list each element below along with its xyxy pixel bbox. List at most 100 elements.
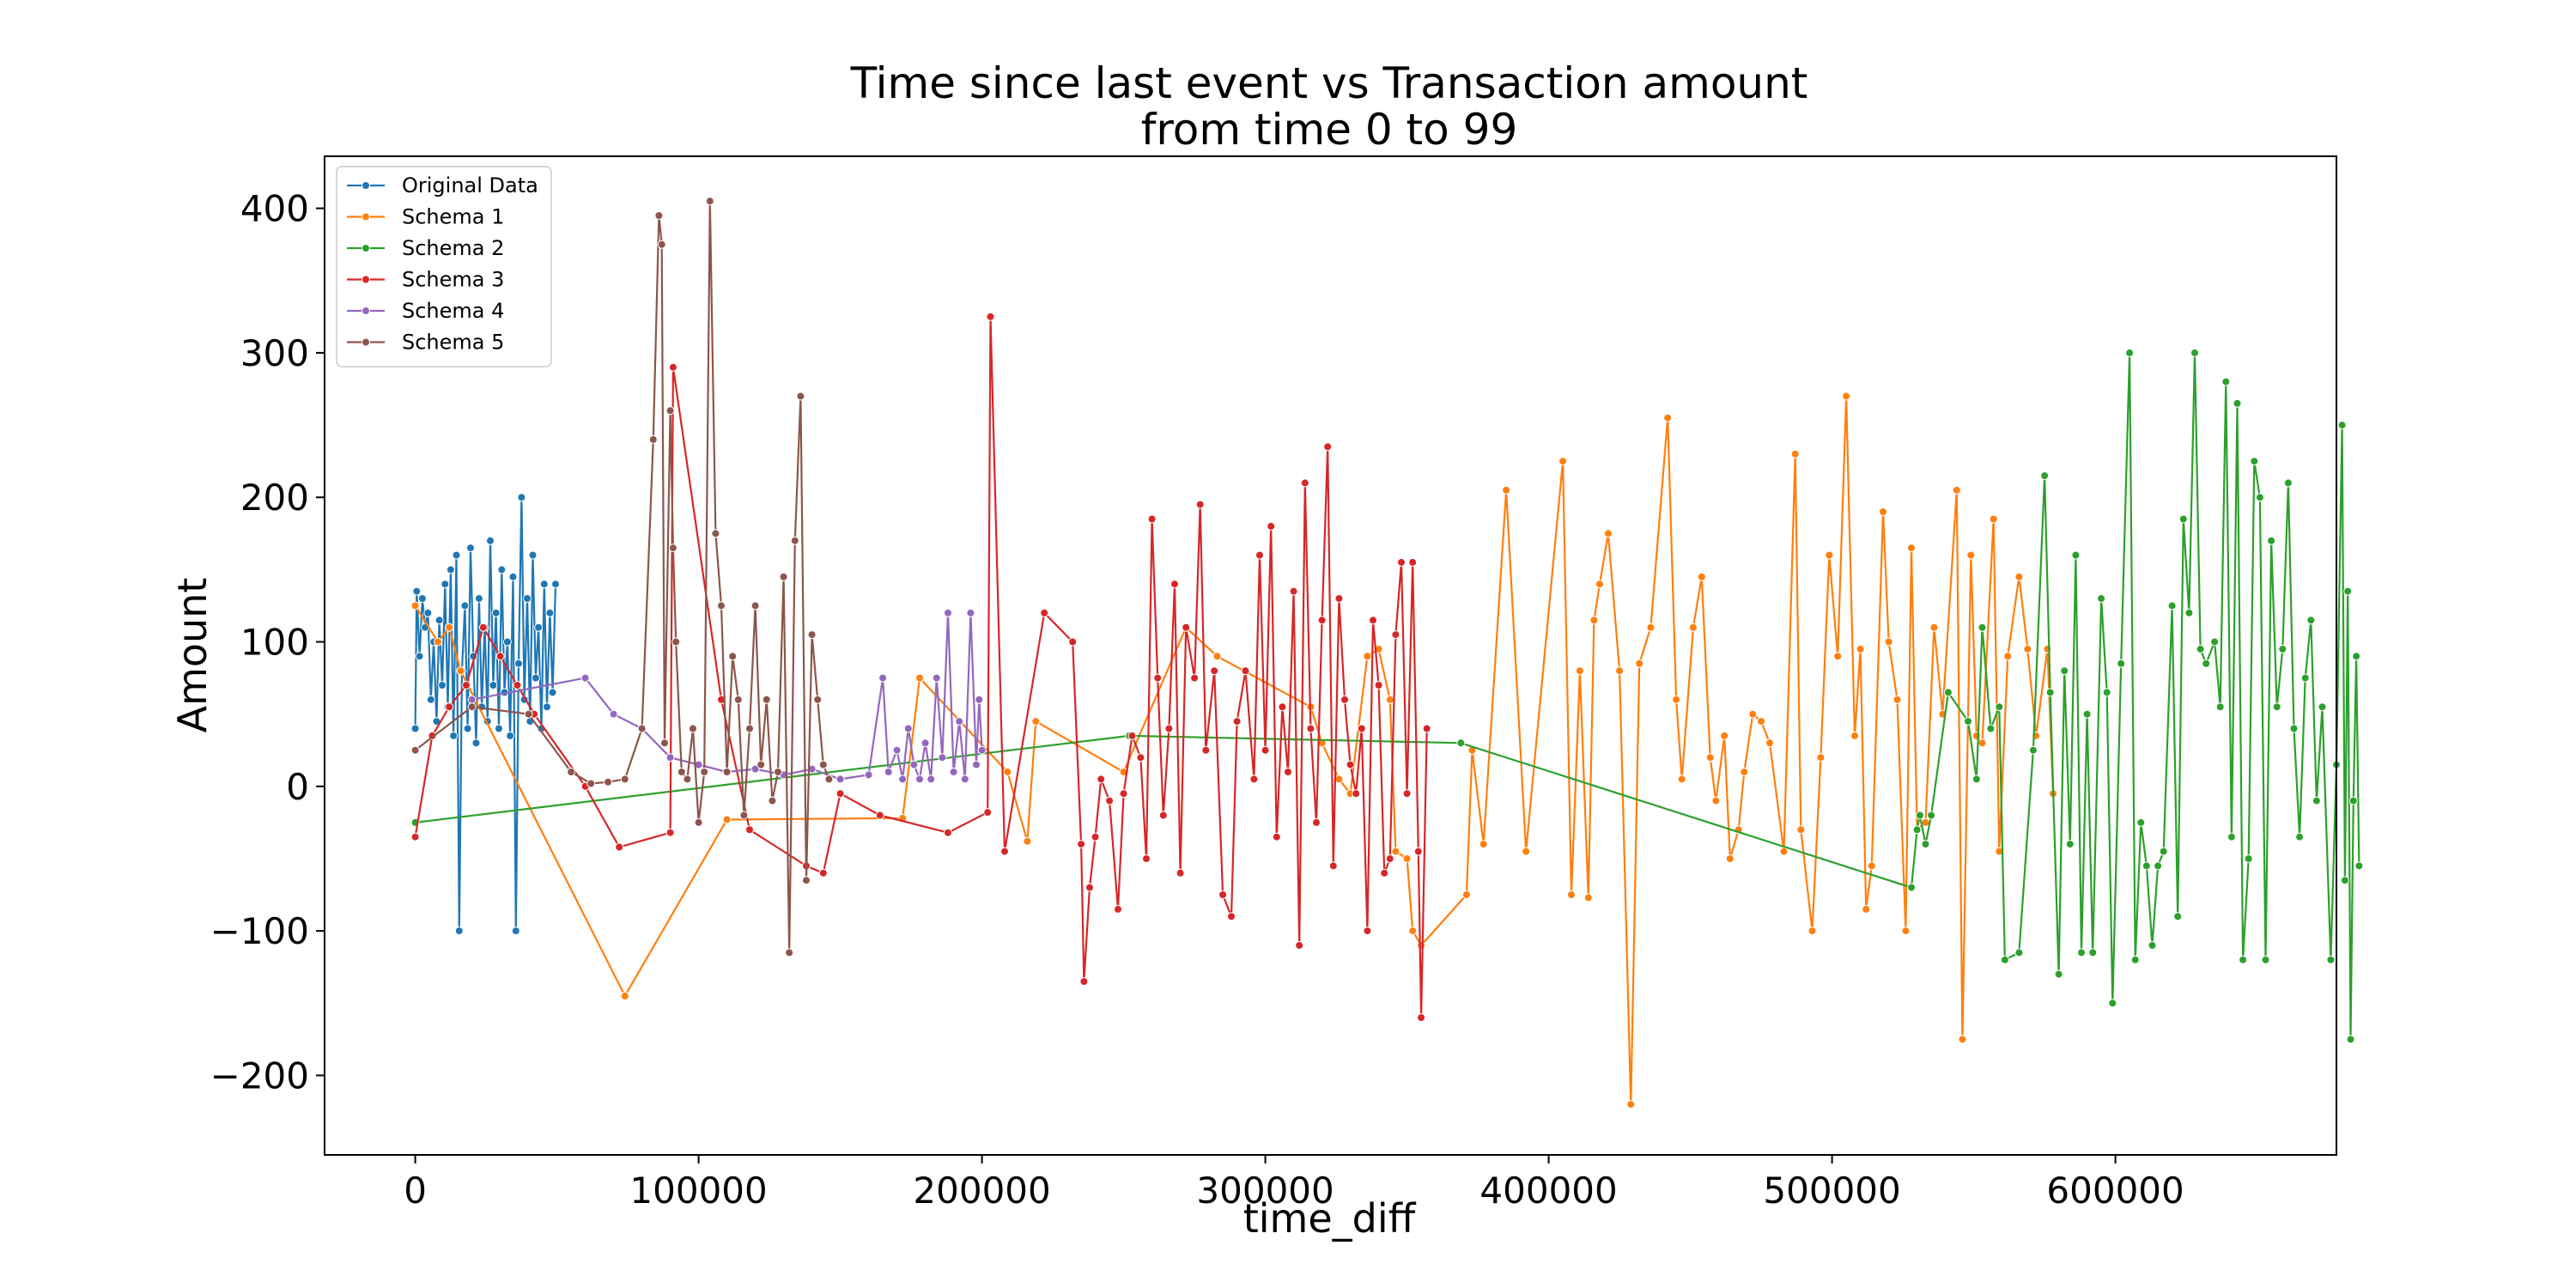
data-point [423,608,433,617]
data-point [1964,717,1972,726]
data-point [410,745,420,755]
data-point [548,688,557,697]
x-tick-label: 600000 [2046,1170,2184,1212]
data-point [1884,637,1893,647]
x-tick-label: 200000 [913,1170,1050,1212]
data-point [1966,550,1976,560]
data-point [2130,955,2140,964]
data-point [2283,478,2293,488]
data-point [818,868,828,878]
plot-series [410,197,2364,1109]
data-point [1397,557,1406,567]
data-point [2239,955,2248,964]
x-tick-label: 500000 [1763,1170,1900,1212]
data-point [495,724,503,733]
data-point [440,580,450,589]
legend-label: Schema 4 [402,299,504,323]
y-tick-label: 300 [240,332,309,374]
data-point [2014,948,2024,957]
chart-title: Time since last event vs Transaction amo… [850,58,1808,108]
data-point [683,775,692,784]
data-point [517,493,526,502]
data-point [768,796,777,805]
data-point [1907,544,1916,553]
data-point [920,738,930,748]
data-point [745,825,754,835]
data-point [2136,817,2146,827]
data-point [531,673,540,683]
data-point [654,211,664,220]
legend-swatch-marker [361,275,370,284]
data-point [898,775,908,784]
legend-box [336,166,552,368]
data-point [467,695,477,704]
data-point [1522,847,1531,856]
y-tick-label: −100 [210,910,309,952]
data-point [463,724,472,733]
data-point [722,815,732,824]
series-3 [410,348,2364,1044]
data-point [1748,709,1758,719]
data-point [1142,854,1151,863]
data-point [2295,832,2305,841]
data-point [1971,731,1981,740]
data-point [2250,457,2259,466]
data-point [637,724,647,733]
legend-label: Schema 3 [402,268,504,292]
data-point [2040,471,2050,480]
data-point [1272,832,1281,841]
data-point [1195,500,1205,509]
legend-swatch-marker [361,181,370,190]
data-point [975,695,984,704]
data-point [1408,927,1418,936]
data-point [508,572,518,581]
data-point [454,927,464,936]
legend-item: Schema 3 [347,268,504,292]
series-6 [410,197,834,957]
data-point [986,312,995,321]
data-point [762,695,771,704]
data-point [774,768,782,776]
data-point [524,709,533,719]
x-tick-label: 100000 [629,1170,767,1212]
data-point [1249,775,1259,784]
data-point [1603,529,1613,538]
data-point [2210,637,2220,647]
data-point [756,760,766,769]
data-point [1068,637,1078,647]
data-point [534,623,544,632]
data-point [722,768,732,776]
data-point [2326,955,2336,964]
data-point [1190,673,1200,683]
legend-label: Schema 1 [402,205,504,229]
data-point [790,536,799,545]
data-point [779,572,788,581]
data-point [1000,847,1009,856]
data-point [2097,594,2106,603]
data-point [1369,616,1377,625]
data-point [818,760,828,769]
data-point [2000,955,2009,964]
data-point [1323,442,1333,452]
y-tick-label: 200 [240,477,309,519]
data-point [1765,738,1774,748]
data-point [972,760,981,769]
y-axis: 400 300 200 100 0 −100 −200 [210,188,325,1097]
legend-swatch-marker [361,307,370,315]
data-point [1306,724,1315,733]
data-point [1790,449,1800,459]
data-point [2125,348,2135,357]
data-point [1385,854,1394,863]
legend-item: Schema 5 [347,331,504,355]
data-point [1422,724,1431,733]
data-point [665,753,675,762]
data-point [1363,652,1372,661]
data-point [1077,840,1086,849]
data-point [620,775,629,784]
data-point [807,630,817,640]
data-point [417,594,427,603]
data-point [1893,695,1902,704]
data-point [1040,608,1049,617]
data-point [960,775,969,784]
data-point [1502,485,1511,495]
